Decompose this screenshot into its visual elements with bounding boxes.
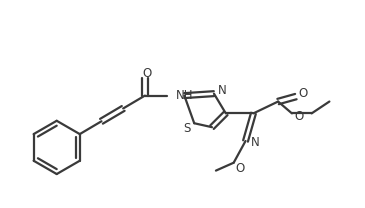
Text: O: O bbox=[299, 87, 308, 100]
Text: NH: NH bbox=[176, 89, 193, 102]
Text: S: S bbox=[184, 122, 191, 135]
Text: N: N bbox=[250, 136, 259, 150]
Text: N: N bbox=[218, 84, 227, 97]
Text: O: O bbox=[142, 67, 151, 80]
Text: O: O bbox=[236, 162, 245, 175]
Text: O: O bbox=[295, 110, 304, 123]
